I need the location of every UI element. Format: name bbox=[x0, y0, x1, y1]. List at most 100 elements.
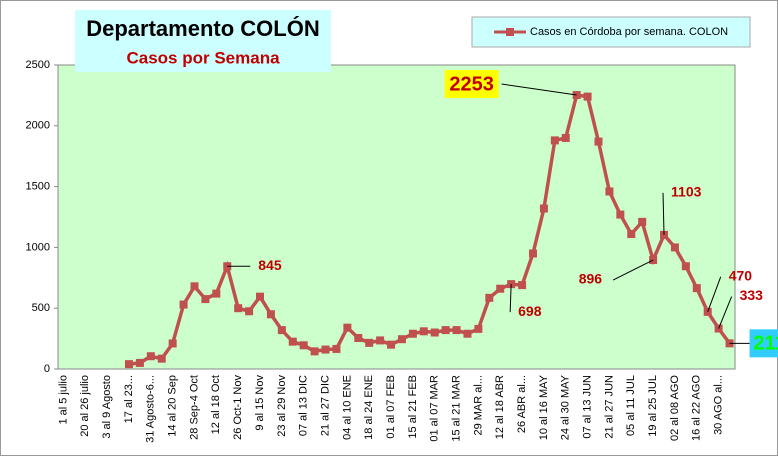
point bbox=[277, 326, 286, 335]
y-tick-label: 0 bbox=[44, 363, 50, 375]
leader-line bbox=[612, 259, 654, 281]
data-label: 845 bbox=[258, 257, 282, 273]
point bbox=[212, 289, 221, 298]
x-tick-label: 20 al 26 julio bbox=[79, 375, 91, 437]
point bbox=[430, 328, 439, 337]
x-tick-label: 01 al 07 MAR bbox=[429, 375, 441, 442]
point bbox=[474, 324, 483, 333]
point bbox=[266, 310, 275, 319]
point bbox=[692, 284, 701, 293]
data-label: 1103 bbox=[671, 184, 702, 200]
x-tick-label: 3 al 9 Agosto bbox=[101, 375, 113, 439]
point bbox=[408, 329, 417, 338]
x-tick-label: 26 ABR al... bbox=[516, 375, 528, 433]
point bbox=[550, 136, 559, 145]
point bbox=[299, 341, 308, 350]
x-tick-label: 05 al 11 JUL bbox=[625, 375, 637, 436]
point bbox=[496, 284, 505, 293]
x-tick-label: 07 al 13 DIC bbox=[298, 375, 310, 436]
plot-area bbox=[57, 64, 736, 370]
x-tick-label: 14 al 20 Sep bbox=[167, 375, 179, 437]
point bbox=[332, 344, 341, 353]
x-tick-label: 12 al 18 Oct bbox=[210, 375, 222, 434]
leader-line bbox=[707, 276, 722, 313]
x-tick-label: 23 al 29 Nov bbox=[276, 375, 288, 437]
x-tick-label: 24 al 30 MAY bbox=[560, 374, 572, 440]
point bbox=[681, 262, 690, 271]
point bbox=[234, 304, 243, 313]
point bbox=[419, 327, 428, 336]
x-tick-label: 31 Agosto-6... bbox=[145, 375, 157, 443]
point bbox=[354, 333, 363, 342]
x-tick-label: 29 MAR al... bbox=[472, 375, 484, 436]
x-tick-label: 21 al 27 JUN bbox=[603, 375, 615, 439]
title-box bbox=[75, 10, 331, 72]
point bbox=[179, 300, 188, 309]
point bbox=[343, 323, 352, 332]
x-tick-label: 26 Oct-1 Nov bbox=[232, 375, 244, 440]
data-label: 698 bbox=[518, 303, 542, 319]
point bbox=[452, 326, 461, 335]
point bbox=[310, 347, 319, 356]
point bbox=[124, 360, 133, 369]
x-tick-label: 17 al 23... bbox=[123, 375, 135, 423]
legend-marker bbox=[506, 28, 514, 36]
point bbox=[616, 210, 625, 219]
point bbox=[605, 187, 614, 196]
point bbox=[561, 133, 570, 142]
x-tick-label: 01 al 07 FEB bbox=[385, 375, 397, 439]
label-box bbox=[749, 329, 778, 358]
point bbox=[594, 137, 603, 146]
x-tick-label: 02 al 08 AGO bbox=[669, 375, 681, 441]
x-tick-label: 30 AGO al... bbox=[713, 375, 725, 435]
x-tick-label: 16 al 22 AGO bbox=[691, 375, 703, 441]
x-tick-label: 15 al 21 MAR bbox=[450, 375, 462, 442]
point bbox=[583, 92, 592, 101]
x-tick-label: 15 al 21 FEB bbox=[407, 375, 419, 439]
point bbox=[463, 329, 472, 338]
point bbox=[256, 292, 265, 301]
y-tick-label: 1500 bbox=[26, 181, 50, 193]
x-tick-label: 12 al 18 ABR bbox=[494, 375, 506, 439]
point bbox=[670, 243, 679, 252]
point bbox=[146, 352, 155, 361]
point bbox=[387, 340, 396, 349]
leader-line bbox=[718, 296, 733, 329]
x-tick-label: 07 al 13 JUN bbox=[581, 375, 593, 439]
point bbox=[528, 249, 537, 258]
x-tick-label: 19 al 25 JUL bbox=[647, 375, 659, 437]
data-label: 896 bbox=[579, 271, 603, 287]
data-label: 333 bbox=[740, 287, 764, 303]
point bbox=[518, 281, 527, 290]
y-tick-label: 1000 bbox=[26, 241, 50, 253]
label-box bbox=[444, 70, 499, 99]
y-tick-label: 2000 bbox=[26, 120, 50, 132]
legend-label: Casos en Córdoba por semana. COLON bbox=[530, 26, 728, 38]
point bbox=[485, 293, 494, 302]
point bbox=[168, 339, 177, 348]
point bbox=[441, 326, 450, 335]
point bbox=[321, 345, 330, 354]
point bbox=[539, 204, 548, 213]
x-tick-label: 04 al 10 ENE bbox=[341, 375, 353, 440]
point bbox=[245, 307, 254, 316]
point bbox=[157, 354, 166, 363]
leader-line bbox=[662, 192, 665, 235]
point bbox=[376, 336, 385, 345]
y-tick-label: 2500 bbox=[26, 59, 50, 71]
data-label: 211 bbox=[753, 333, 778, 355]
leader-line bbox=[501, 83, 577, 96]
data-label: 2253 bbox=[449, 73, 494, 95]
x-tick-label: 1 al 5 julio bbox=[57, 375, 69, 425]
point bbox=[365, 338, 374, 347]
chart-subtitle: Casos por Semana bbox=[126, 48, 280, 67]
x-tick-label: 18 al 24 ENE bbox=[363, 375, 375, 440]
point bbox=[638, 217, 647, 226]
chart-title: Departamento COLÓN bbox=[86, 16, 319, 41]
point bbox=[627, 230, 636, 239]
point bbox=[135, 358, 144, 367]
leader-line bbox=[509, 284, 512, 313]
data-label: 470 bbox=[729, 268, 753, 284]
x-tick-label: 21 al 27 DIC bbox=[319, 375, 331, 436]
